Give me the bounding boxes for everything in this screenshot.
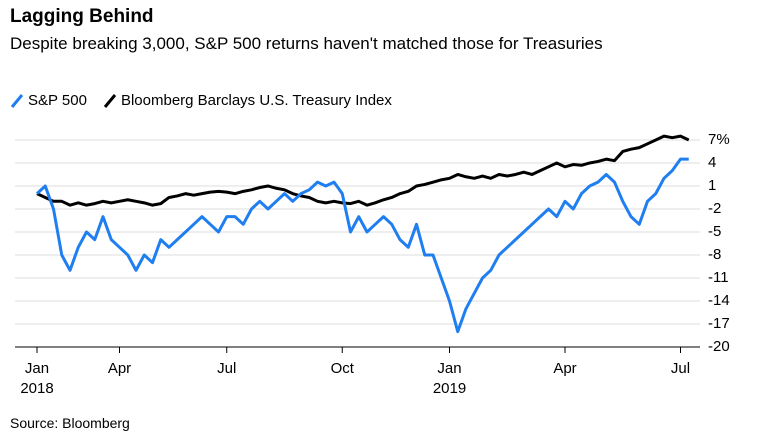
x-tick-label: Jan 2018 xyxy=(20,360,54,397)
legend-label: S&P 500 xyxy=(28,92,87,109)
x-tick-label: Apr xyxy=(107,360,132,377)
x-tick-label: Jul xyxy=(670,360,691,377)
y-tick-label: -20 xyxy=(708,338,730,355)
series-line xyxy=(35,157,689,334)
y-tick-label: 4 xyxy=(708,154,716,171)
series-line xyxy=(36,134,690,207)
chart-title: Lagging Behind xyxy=(10,6,154,27)
legend-label: Bloomberg Barclays U.S. Treasury Index xyxy=(120,92,392,109)
legend-swatch xyxy=(103,93,117,108)
chart-subtitle: Despite breaking 3,000, S&P 500 returns … xyxy=(10,34,603,53)
legend-swatch-line xyxy=(10,93,24,108)
x-tick-label: Apr xyxy=(553,360,577,377)
y-tick-label: -2 xyxy=(708,200,721,217)
legend-swatch-line xyxy=(103,93,117,108)
y-tick-label: -5 xyxy=(708,223,721,240)
legend: S&P 500 Bloomberg Barclays U.S. Treasury … xyxy=(10,92,392,109)
y-tick-label: -11 xyxy=(708,269,729,286)
x-tick-label: Oct xyxy=(330,360,354,377)
y-tick-label: 1 xyxy=(708,177,716,194)
y-tick-label: 7% xyxy=(708,131,730,148)
legend-swatch xyxy=(10,93,24,108)
legend-item: Bloomberg Barclays U.S. Treasury Index xyxy=(103,92,392,109)
x-tick-label: Jan 2019 xyxy=(432,360,467,397)
y-tick-label: -8 xyxy=(708,246,721,263)
source-note: Source: Bloomberg xyxy=(10,415,130,431)
y-tick-label: -14 xyxy=(708,292,730,309)
x-tick-label: Jul xyxy=(217,360,237,377)
legend-item: S&P 500 xyxy=(10,92,87,109)
y-tick-label: -17 xyxy=(708,315,730,332)
